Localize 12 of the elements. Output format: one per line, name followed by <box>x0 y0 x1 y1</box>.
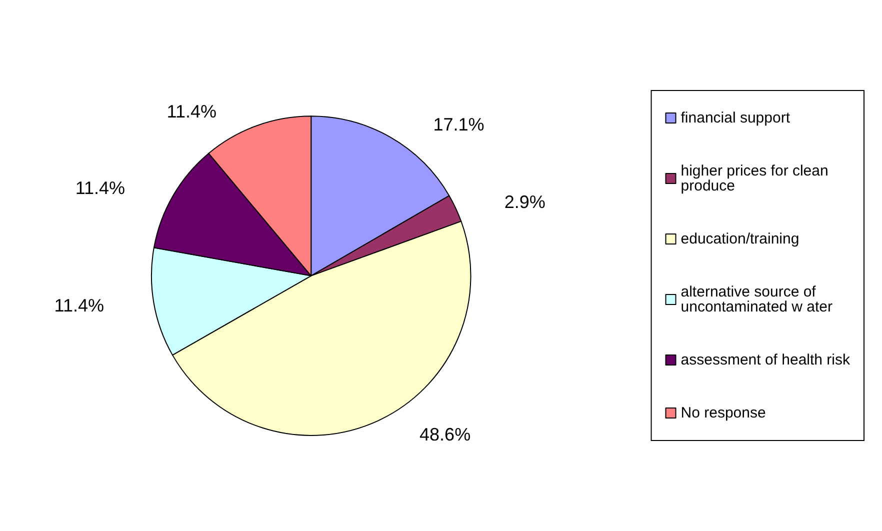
legend-label: education/training <box>680 230 800 248</box>
data-label: 11.4% <box>166 102 216 122</box>
legend-label: No response <box>680 404 766 422</box>
data-label: 48.6% <box>420 424 471 444</box>
legend-label: assessment of health risk <box>680 352 850 368</box>
data-label: 17.1% <box>433 114 484 134</box>
data-label: 11.4% <box>54 296 104 316</box>
data-label: 11.4% <box>75 178 126 198</box>
legend-label: alternative source of uncontaminated w ater <box>680 284 833 316</box>
legend-label: higher prices for clean produce <box>680 162 833 194</box>
legend-label: financial support <box>680 110 791 126</box>
data-label: 2.9% <box>504 192 546 212</box>
